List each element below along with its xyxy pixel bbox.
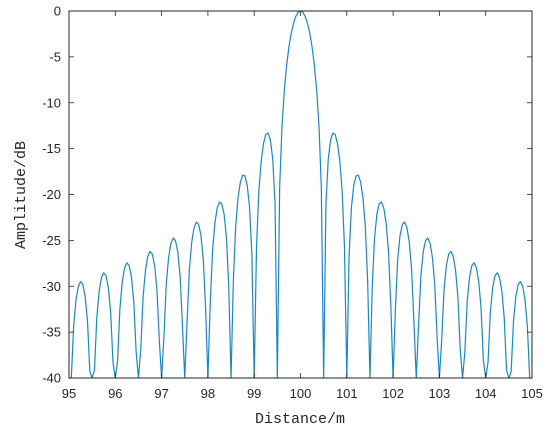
x-tick-label: 101	[336, 386, 358, 401]
x-tick-label: 95	[62, 386, 76, 401]
x-tick-label: 103	[429, 386, 451, 401]
x-tick-label: 100	[290, 386, 312, 401]
y-tick-label: -5	[49, 49, 61, 64]
x-tick-label: 98	[201, 386, 215, 401]
plot-area	[68, 10, 533, 379]
x-tick-label: 97	[154, 386, 168, 401]
tick-labels: 95 96 97 98 99 100 101 102 103 104 105 0 -5 -10 -15 -20…	[42, 4, 543, 402]
y-tick-label: 0	[54, 4, 61, 19]
y-tick-label: -20	[42, 187, 61, 202]
x-tick-label: 99	[247, 386, 261, 401]
plot-background	[69, 11, 532, 378]
y-tick-label: -40	[42, 371, 61, 386]
y-tick-label: -25	[42, 233, 61, 248]
y-tick-label: -35	[42, 325, 61, 340]
x-tick-label: 96	[108, 386, 122, 401]
x-tick-label: 102	[382, 386, 404, 401]
x-tick-label: 105	[521, 386, 543, 401]
y-tick-label: -10	[42, 95, 61, 110]
y-tick-label: -15	[42, 141, 61, 156]
y-axis-label: Amplitude/dB	[13, 141, 30, 249]
y-tick-label: -30	[42, 279, 61, 294]
x-tick-label: 104	[475, 386, 497, 401]
x-axis-label: Distance/m	[255, 411, 345, 428]
